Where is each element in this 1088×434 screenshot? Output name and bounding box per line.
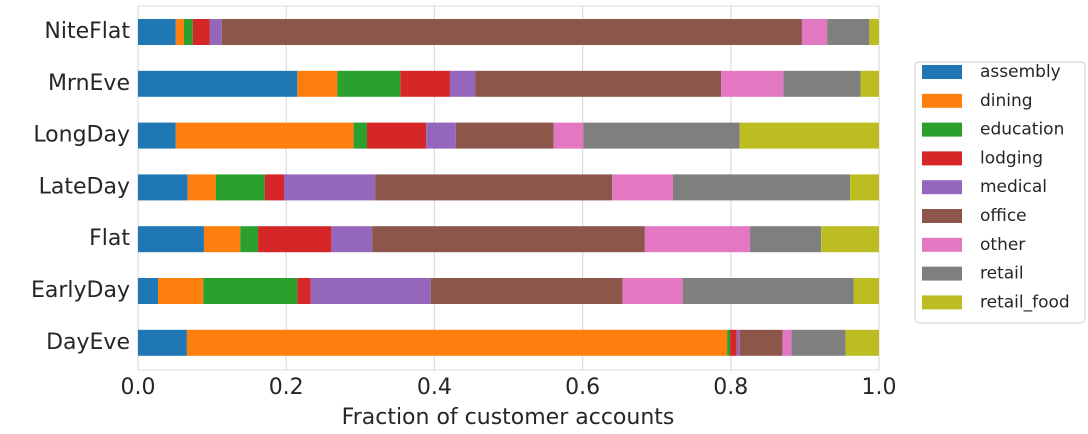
y-tick-label: LateDay xyxy=(39,174,130,199)
bar-segment xyxy=(337,70,401,97)
legend-swatch xyxy=(922,295,962,310)
x-tick-label: 0.6 xyxy=(565,375,600,400)
bar-segment xyxy=(860,70,879,97)
bar-segment xyxy=(750,226,822,253)
legend-swatch xyxy=(922,180,962,195)
bar-segment xyxy=(138,278,159,304)
bar-segment xyxy=(612,174,674,201)
legend-swatch xyxy=(922,122,962,137)
bar-segment xyxy=(553,122,584,149)
bar-segment xyxy=(138,122,176,149)
bar-segment xyxy=(821,226,879,253)
bar-segment xyxy=(297,278,311,304)
bar-segment xyxy=(375,174,613,201)
bar-segment xyxy=(187,174,216,201)
bar-segment xyxy=(782,329,792,356)
bar-segment xyxy=(739,329,783,356)
bar-segment xyxy=(430,278,623,304)
bar-segment xyxy=(475,70,722,97)
bar-segment xyxy=(736,329,740,356)
y-tick-label: Flat xyxy=(89,226,130,251)
bar-segment xyxy=(138,329,187,356)
bar-segment xyxy=(455,122,554,149)
bar-segment xyxy=(426,122,456,149)
bar-segment xyxy=(353,122,367,149)
legend-label: other xyxy=(980,235,1025,255)
y-tick-label: MrnEve xyxy=(48,71,130,96)
bar-segment xyxy=(400,70,450,97)
bar-segment xyxy=(310,278,431,304)
legend-swatch xyxy=(922,93,962,108)
y-tick-label: DayEve xyxy=(46,330,130,355)
legend-label: retail_food xyxy=(980,292,1070,312)
bar-segment xyxy=(673,174,851,201)
bar-segment xyxy=(366,122,427,149)
bar-segment xyxy=(644,226,751,253)
bar-segment xyxy=(209,19,222,45)
legend-label: lodging xyxy=(980,148,1043,168)
bar-segment xyxy=(183,19,193,45)
bar-segment xyxy=(827,19,870,45)
bar-segment xyxy=(158,278,204,304)
bar-segment xyxy=(138,226,204,253)
x-tick-label: 0.2 xyxy=(269,375,304,400)
bar-segment xyxy=(215,174,265,201)
bar-segment xyxy=(138,174,188,201)
bar-segment xyxy=(138,19,176,45)
legend-label: education xyxy=(980,120,1064,140)
bar-segment xyxy=(739,122,879,149)
legend-swatch xyxy=(922,237,962,252)
x-tick-label: 0.8 xyxy=(713,375,748,400)
bar-segment xyxy=(730,329,737,356)
legend-swatch xyxy=(922,65,962,79)
bar-segment xyxy=(721,70,784,97)
bar-segment xyxy=(583,122,740,149)
bar-segment xyxy=(203,278,298,304)
bar-segment xyxy=(783,70,861,97)
x-tick-label: 0.4 xyxy=(417,375,452,400)
bar-segment xyxy=(622,278,683,304)
legend-swatch xyxy=(922,151,962,166)
bar-segment xyxy=(240,226,259,253)
bar-segment xyxy=(801,19,828,45)
bar-segment xyxy=(727,329,731,356)
legend-label: medical xyxy=(980,177,1047,197)
legend-label: retail xyxy=(980,264,1024,284)
bar-segment xyxy=(203,226,241,253)
bar-segment xyxy=(449,70,476,97)
bar-segment xyxy=(258,226,332,253)
bar-segment xyxy=(283,174,376,201)
x-axis-label: Fraction of customer accounts xyxy=(342,405,675,430)
bar-segment xyxy=(850,174,879,201)
legend-label: office xyxy=(980,206,1027,226)
legend-label: dining xyxy=(980,91,1033,111)
bar-segment xyxy=(331,226,373,253)
bar-segment xyxy=(372,226,645,253)
legend-label: assembly xyxy=(980,62,1061,82)
bar-segment xyxy=(853,278,879,304)
y-tick-label: LongDay xyxy=(33,123,130,148)
bar-segment xyxy=(186,329,728,356)
bar-segment xyxy=(869,19,879,45)
x-tick-label: 0.0 xyxy=(121,375,156,400)
x-tick-label: 1.0 xyxy=(862,375,897,400)
bar-segment xyxy=(192,19,210,45)
bar-segment xyxy=(138,70,298,97)
bar-segment xyxy=(221,19,802,45)
bar-segment xyxy=(845,329,879,356)
bar-segment xyxy=(175,19,184,45)
bar-segment xyxy=(297,70,338,97)
bar-segment xyxy=(264,174,284,201)
y-tick-label: EarlyDay xyxy=(31,278,130,303)
bar-segment xyxy=(791,329,846,356)
bar-segment xyxy=(682,278,854,304)
bar-segment xyxy=(175,122,354,149)
y-tick-label: NiteFlat xyxy=(44,19,130,44)
legend-swatch xyxy=(922,266,962,281)
legend-swatch xyxy=(922,209,962,223)
